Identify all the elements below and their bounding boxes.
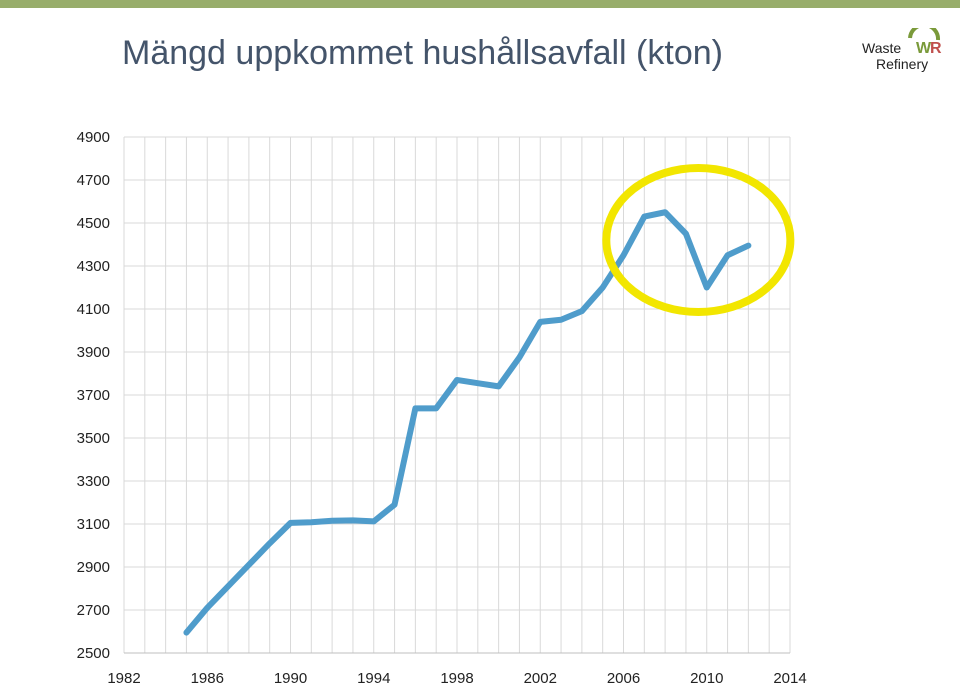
- y-tick-label: 4900: [77, 129, 110, 146]
- data-point: [539, 321, 541, 323]
- data-point: [581, 310, 583, 312]
- y-tick-label: 3500: [77, 430, 110, 447]
- x-axis-tick-labels: 1982 1986 1990 1994 1998 2002 2006 2010 2014: [107, 670, 806, 685]
- data-point: [206, 607, 208, 609]
- x-tick-label: 1998: [440, 670, 473, 685]
- data-point: [664, 211, 666, 213]
- waste-refinery-logo: W R Waste Refinery: [858, 22, 948, 76]
- data-point: [185, 632, 187, 634]
- logo-line2: Refinery: [876, 56, 928, 72]
- data-point: [394, 504, 396, 506]
- logo-mark-r: R: [930, 40, 942, 57]
- x-tick-label: 2010: [690, 670, 723, 685]
- series-line: [183, 209, 752, 636]
- data-point: [331, 520, 333, 522]
- data-point: [269, 542, 271, 544]
- data-point: [310, 521, 312, 523]
- y-tick-label: 3300: [77, 473, 110, 490]
- slide-title: Mängd uppkommet hushållsavfall (kton): [122, 34, 723, 72]
- data-point: [602, 287, 604, 288]
- y-tick-label: 2500: [77, 645, 110, 662]
- x-tick-label: 2002: [524, 670, 557, 685]
- data-point: [435, 407, 437, 409]
- y-tick-label: 3900: [77, 344, 110, 361]
- data-point: [227, 585, 229, 587]
- chart-series: [183, 209, 752, 636]
- y-tick-label: 2700: [77, 602, 110, 619]
- y-tick-label: 4300: [77, 258, 110, 275]
- y-tick-label: 4100: [77, 301, 110, 318]
- data-point: [518, 356, 520, 358]
- data-point: [352, 519, 354, 521]
- data-point: [248, 564, 250, 566]
- data-point: [685, 233, 687, 235]
- y-tick-label: 3700: [77, 387, 110, 404]
- data-point: [560, 319, 562, 321]
- data-point: [747, 245, 749, 247]
- data-point: [706, 287, 708, 288]
- data-point: [456, 379, 458, 381]
- y-axis-tick-labels: 2500 2700 2900 3100 3300 3500 3700 3900 4100 4300…: [77, 129, 110, 662]
- data-point: [373, 520, 375, 522]
- y-tick-label: 4700: [77, 172, 110, 189]
- x-tick-label: 1994: [357, 670, 390, 685]
- data-point: [623, 254, 624, 256]
- data-point: [498, 385, 500, 387]
- x-tick-label: 2014: [773, 670, 806, 685]
- top-accent-bar: [0, 0, 960, 8]
- data-point: [290, 522, 291, 524]
- x-tick-label: 1982: [107, 670, 140, 685]
- logo-mark: W: [916, 40, 932, 57]
- y-tick-label: 3100: [77, 516, 110, 533]
- data-point: [727, 254, 729, 256]
- chart-annotation: [602, 164, 795, 316]
- logo-line1: Waste: [862, 40, 901, 56]
- highlight-ellipse: [602, 164, 795, 316]
- data-point: [414, 407, 416, 409]
- chart-grid: [123, 136, 791, 654]
- x-tick-label: 1986: [191, 670, 224, 685]
- y-tick-label: 2900: [77, 559, 110, 576]
- data-point: [477, 382, 479, 384]
- data-point: [643, 216, 645, 218]
- x-tick-label: 1990: [274, 670, 307, 685]
- y-tick-label: 4500: [77, 215, 110, 232]
- x-tick-label: 2006: [607, 670, 640, 685]
